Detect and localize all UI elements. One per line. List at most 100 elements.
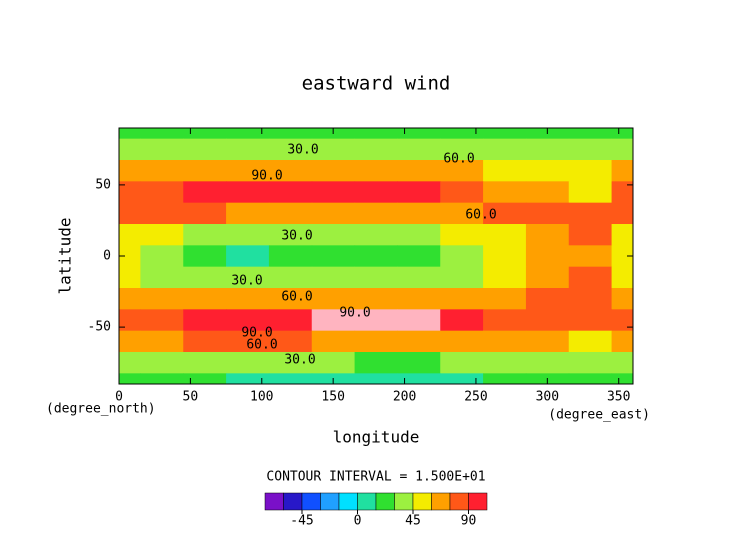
colorbar-swatch xyxy=(431,492,451,511)
field-cell xyxy=(119,245,141,268)
field-cell xyxy=(397,288,441,310)
y-tick-label: -50 xyxy=(88,320,111,335)
field-cell xyxy=(268,202,313,225)
field-cell xyxy=(268,224,313,246)
field-cell xyxy=(611,181,633,204)
x-tick-label: 50 xyxy=(183,390,199,405)
field-cell xyxy=(397,352,441,374)
colorbar-swatch xyxy=(301,492,321,511)
field-cell xyxy=(354,309,398,332)
colorbar-swatch xyxy=(394,492,414,511)
field-cell xyxy=(140,202,184,225)
field-cell xyxy=(268,138,313,161)
field-cell xyxy=(397,309,441,332)
field-cell xyxy=(119,138,141,161)
colorbar-tick-label: 90 xyxy=(461,514,477,529)
field-cell xyxy=(226,138,270,161)
colorbar-tick-label: 0 xyxy=(354,514,362,529)
field-cell xyxy=(483,138,527,161)
field-cell xyxy=(483,330,527,353)
colorbar-swatch xyxy=(468,492,488,511)
x-tick-label: 0 xyxy=(115,390,123,405)
contour-label: 30.0 xyxy=(284,353,315,368)
field-cell xyxy=(140,288,184,310)
field-cell xyxy=(140,224,184,246)
field-cell xyxy=(440,309,484,332)
field-cell xyxy=(483,288,527,310)
field-cell xyxy=(183,128,227,140)
field-cell xyxy=(440,181,484,204)
field-cell xyxy=(268,288,313,310)
field-cell xyxy=(611,352,633,374)
field-cell xyxy=(311,245,356,268)
field-cell xyxy=(226,224,270,246)
field-cell xyxy=(440,202,484,225)
field-cell xyxy=(397,245,441,268)
field-cell xyxy=(568,309,613,332)
colorbar-swatch xyxy=(412,492,432,511)
field-cell xyxy=(119,309,141,332)
field-cell xyxy=(354,373,398,384)
contour-label: 60.0 xyxy=(281,290,312,305)
field-cell xyxy=(440,373,484,384)
field-cell xyxy=(397,128,441,140)
colorbar-swatch xyxy=(449,492,469,511)
field-cell xyxy=(268,266,313,289)
field-cell xyxy=(354,288,398,310)
field-cell xyxy=(140,330,184,353)
field-cell xyxy=(226,245,270,268)
contour-label: 30.0 xyxy=(231,274,262,289)
field-cell xyxy=(311,181,356,204)
contour-label: 60.0 xyxy=(246,338,277,353)
field-cell xyxy=(611,224,633,246)
field-cell xyxy=(440,128,484,140)
field-cell xyxy=(119,352,141,374)
colorbar-swatch xyxy=(357,492,377,511)
contour-label: 90.0 xyxy=(251,169,282,184)
field-cell xyxy=(611,330,633,353)
field-cell xyxy=(568,352,613,374)
field-cell xyxy=(119,128,141,140)
field-cell xyxy=(140,181,184,204)
field-cell xyxy=(311,330,356,353)
field-cell xyxy=(525,266,570,289)
field-cell xyxy=(183,288,227,310)
colorbar-swatch xyxy=(338,492,358,511)
field xyxy=(119,128,633,384)
field-cell xyxy=(525,160,570,182)
contour-label: 60.0 xyxy=(443,152,474,167)
field-cell xyxy=(525,330,570,353)
field-cell xyxy=(226,202,270,225)
field-cell xyxy=(440,224,484,246)
field-cell xyxy=(140,128,184,140)
field-cell xyxy=(354,128,398,140)
field-cell xyxy=(440,288,484,310)
field-cell xyxy=(397,224,441,246)
field-cell xyxy=(268,373,313,384)
field-cell xyxy=(397,202,441,225)
field-cell xyxy=(183,160,227,182)
field-cell xyxy=(568,245,613,268)
field-cell xyxy=(183,352,227,374)
colorbar-tick-label: 45 xyxy=(405,514,421,529)
field-cell xyxy=(140,266,184,289)
field-cell xyxy=(611,160,633,182)
field-cell xyxy=(568,128,613,140)
field-cell xyxy=(525,224,570,246)
x-axis-label: longitude xyxy=(333,428,420,447)
field-cell xyxy=(354,181,398,204)
field-cell xyxy=(611,266,633,289)
field-cell xyxy=(483,373,527,384)
field-cell xyxy=(397,181,441,204)
field-cell xyxy=(183,266,227,289)
field-cell xyxy=(525,181,570,204)
field-cell xyxy=(226,288,270,310)
y-tick-label: 0 xyxy=(103,249,111,264)
field-cell xyxy=(611,138,633,161)
field-cell xyxy=(397,266,441,289)
field-cell xyxy=(311,266,356,289)
x-tick-label: 150 xyxy=(321,390,344,405)
y-unit: (degree_north) xyxy=(46,402,156,417)
x-tick-label: 200 xyxy=(393,390,416,405)
field-cell xyxy=(140,245,184,268)
